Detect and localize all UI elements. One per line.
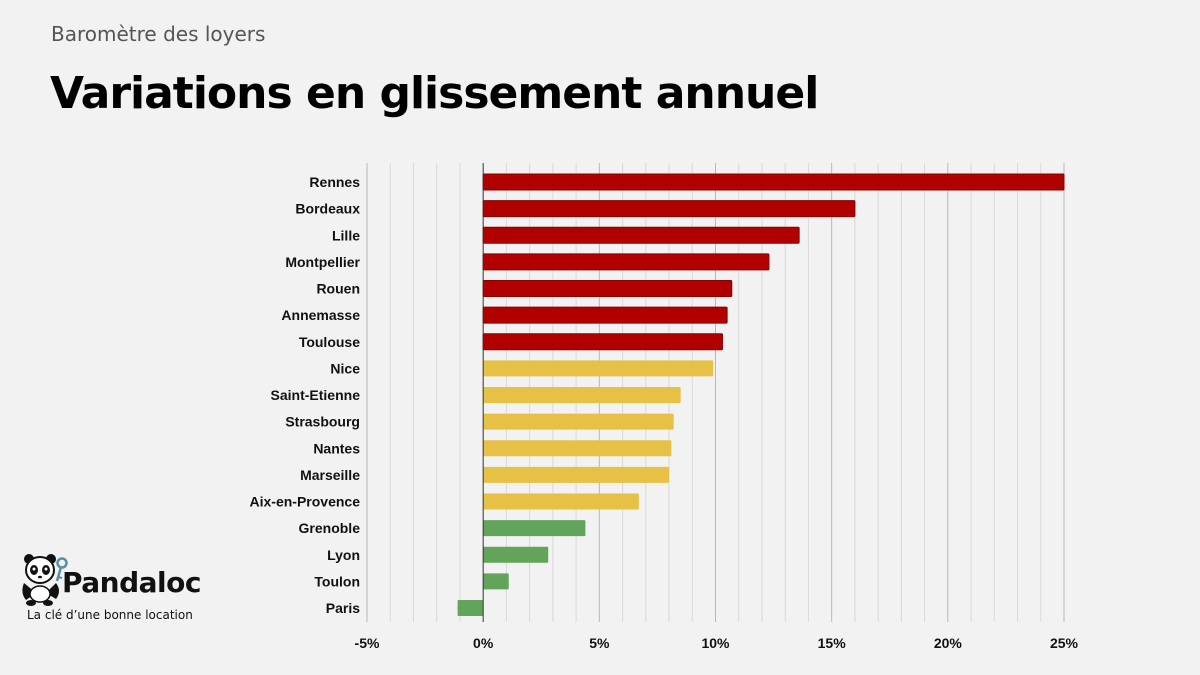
bar-toulon <box>483 573 509 590</box>
category-label: Nice <box>330 360 360 376</box>
bar-bordeaux <box>482 200 856 218</box>
x-tick-label: 15% <box>818 635 847 651</box>
x-tick-label: -5% <box>355 635 380 651</box>
bar-lyon <box>483 546 549 563</box>
bar-paris <box>457 600 484 616</box>
brand-tagline: La clé d’une bonne location <box>27 608 193 622</box>
bar-nantes <box>483 440 672 457</box>
x-tick-label: 10% <box>701 635 730 651</box>
bar-grenoble <box>483 520 586 537</box>
category-label: Lille <box>332 227 360 243</box>
x-tick-label: 20% <box>934 635 963 651</box>
category-label: Toulon <box>314 573 360 589</box>
category-label: Toulouse <box>299 334 360 350</box>
bar-montpellier <box>482 253 770 271</box>
bar-saint-etienne <box>483 387 681 403</box>
category-label: Annemasse <box>281 307 360 323</box>
bar-rennes <box>482 173 1065 191</box>
category-label: Nantes <box>313 440 360 456</box>
category-label: Rouen <box>316 281 360 297</box>
x-tick-label: 5% <box>589 635 610 651</box>
x-tick-label: 25% <box>1050 635 1079 651</box>
category-label: Montpellier <box>285 254 360 270</box>
bar-annemasse <box>482 306 728 324</box>
bar-rouen <box>482 280 733 297</box>
category-label: Aix-en-Provence <box>250 494 361 510</box>
category-label: Bordeaux <box>295 201 360 217</box>
panda-logo-icon <box>22 554 68 606</box>
brand-name: Pandaloc <box>62 566 201 599</box>
category-label: Rennes <box>309 174 360 190</box>
category-label: Saint-Etienne <box>271 387 361 403</box>
bar-strasbourg <box>483 413 674 430</box>
category-label: Strasbourg <box>285 414 360 430</box>
bar-toulouse <box>482 333 723 351</box>
x-tick-label: 0% <box>473 635 494 651</box>
bar-nice <box>483 360 714 377</box>
category-label: Lyon <box>327 547 360 563</box>
page-subtitle: Baromètre des loyers <box>51 22 266 46</box>
bar-aix-en-provence <box>483 493 639 510</box>
category-label: Paris <box>326 600 360 616</box>
category-label: Marseille <box>300 467 360 483</box>
bar-marseille <box>483 466 670 483</box>
bar-lille <box>482 226 800 244</box>
page-title: Variations en glissement annuel <box>50 68 819 119</box>
category-label: Grenoble <box>299 520 361 536</box>
